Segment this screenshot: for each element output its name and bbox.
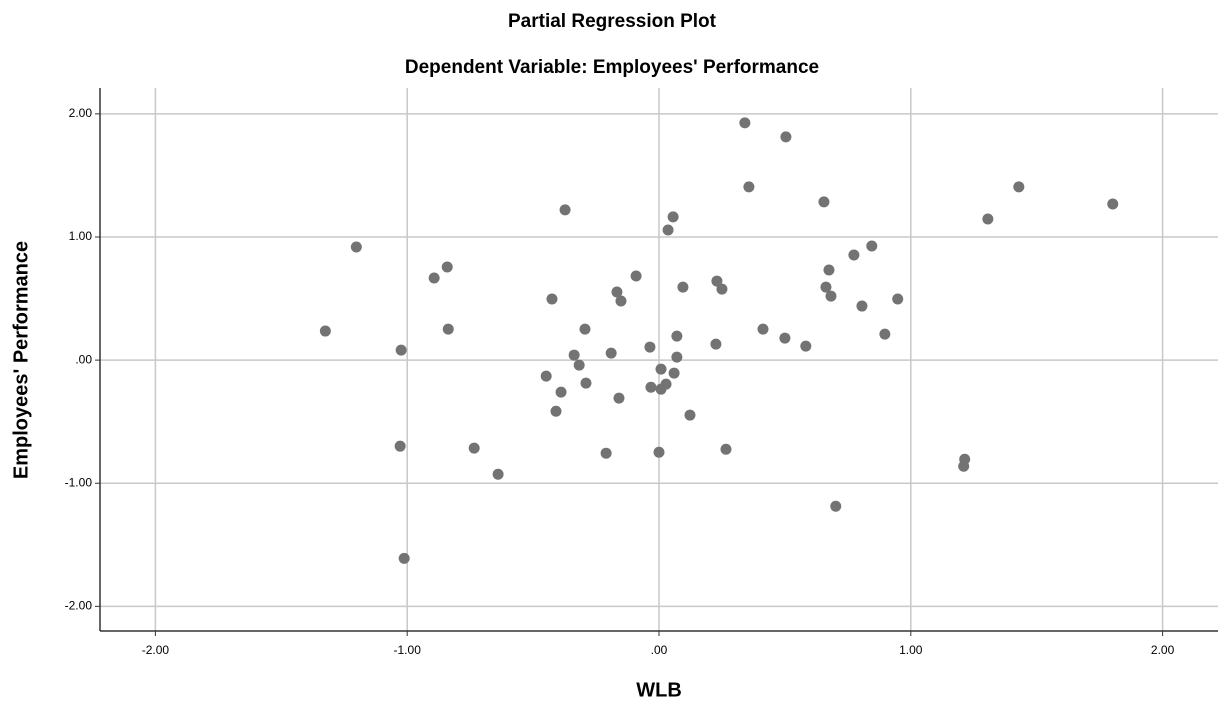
point bbox=[848, 249, 860, 261]
x-tick-label: -1.00 bbox=[394, 643, 422, 657]
point bbox=[644, 341, 656, 353]
point bbox=[780, 131, 792, 143]
point bbox=[395, 344, 407, 356]
point bbox=[398, 552, 410, 564]
point bbox=[668, 367, 680, 379]
point bbox=[540, 370, 552, 382]
point bbox=[600, 447, 612, 459]
point bbox=[428, 272, 440, 284]
point bbox=[779, 332, 791, 344]
point bbox=[645, 381, 657, 393]
x-tick-label: 2.00 bbox=[1151, 643, 1175, 657]
x-axis-title: WLB bbox=[636, 679, 682, 701]
point bbox=[823, 264, 835, 276]
point bbox=[546, 293, 558, 305]
y-tick-label: 2.00 bbox=[69, 106, 93, 120]
y-axis-title: Employees' Performance bbox=[10, 241, 32, 479]
point bbox=[660, 378, 672, 390]
point bbox=[667, 211, 679, 223]
point bbox=[662, 224, 674, 236]
point bbox=[568, 349, 580, 361]
point bbox=[892, 293, 904, 305]
point bbox=[677, 281, 689, 293]
point bbox=[630, 270, 642, 282]
point bbox=[573, 359, 585, 371]
point bbox=[605, 347, 617, 359]
point bbox=[671, 351, 683, 363]
y-tick-label: -2.00 bbox=[65, 599, 93, 613]
point bbox=[613, 392, 625, 404]
point bbox=[866, 240, 878, 252]
chart-subtitle: Dependent Variable: Employees' Performan… bbox=[405, 57, 819, 78]
point bbox=[671, 330, 683, 342]
chart-title: Partial Regression Plot bbox=[508, 11, 717, 32]
point bbox=[800, 340, 812, 352]
x-tick-label: 1.00 bbox=[899, 643, 923, 657]
point bbox=[468, 442, 480, 454]
y-tick-label: .00 bbox=[75, 352, 92, 366]
point bbox=[442, 323, 454, 335]
point bbox=[579, 323, 591, 335]
point bbox=[555, 386, 567, 398]
point bbox=[559, 204, 571, 216]
x-tick-label: -2.00 bbox=[142, 643, 170, 657]
point bbox=[350, 241, 362, 253]
point bbox=[394, 440, 406, 452]
point bbox=[550, 405, 562, 417]
point bbox=[720, 443, 732, 455]
point bbox=[825, 290, 837, 302]
point bbox=[580, 377, 592, 389]
point bbox=[684, 409, 696, 421]
point bbox=[319, 325, 331, 337]
point bbox=[958, 460, 970, 472]
y-tick-label: 1.00 bbox=[69, 229, 93, 243]
point bbox=[743, 181, 755, 193]
point bbox=[856, 300, 868, 312]
point bbox=[1013, 181, 1025, 193]
point bbox=[710, 338, 722, 350]
point bbox=[655, 363, 667, 375]
x-tick-label: .00 bbox=[651, 643, 668, 657]
point bbox=[1107, 198, 1119, 210]
point bbox=[879, 328, 891, 340]
point bbox=[711, 275, 723, 287]
point bbox=[615, 295, 627, 307]
point bbox=[820, 281, 832, 293]
y-tick-label: -1.00 bbox=[65, 475, 93, 489]
point bbox=[982, 213, 994, 225]
point bbox=[818, 196, 830, 208]
point bbox=[830, 500, 842, 512]
point bbox=[716, 283, 728, 295]
point bbox=[611, 286, 623, 298]
point bbox=[739, 117, 751, 129]
point bbox=[653, 446, 665, 458]
point bbox=[441, 261, 453, 273]
point bbox=[757, 323, 769, 335]
point bbox=[492, 468, 504, 480]
